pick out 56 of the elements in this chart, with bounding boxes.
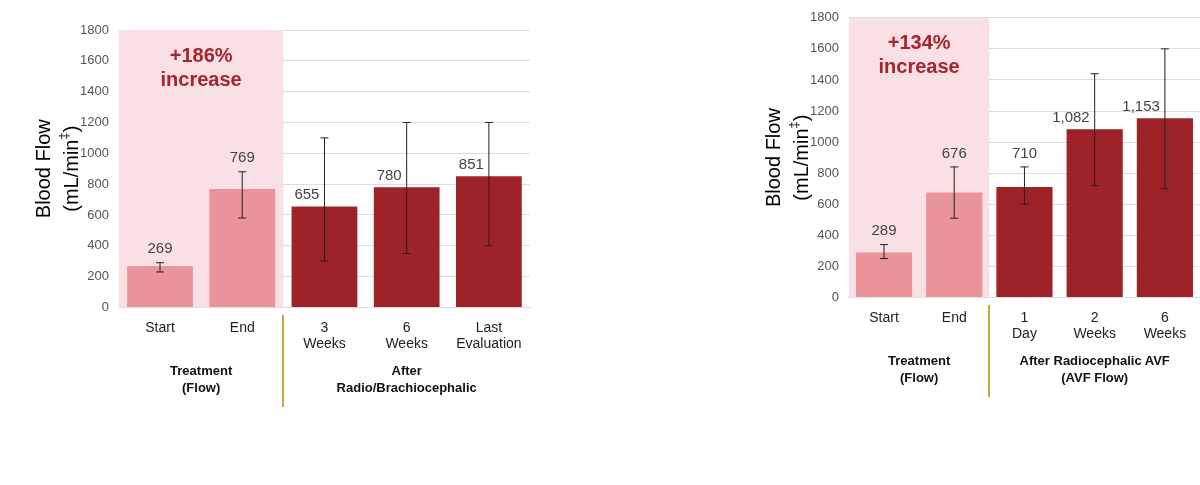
y-tick-label: 1800 <box>810 9 839 25</box>
x-tick-label: 3 Weeks <box>303 318 346 352</box>
data-label: 710 <box>1011 143 1037 161</box>
bar <box>373 187 440 307</box>
data-label: 769 <box>229 148 255 166</box>
annotation: +134% increase <box>878 31 960 78</box>
bar <box>456 176 522 307</box>
bar <box>291 206 358 307</box>
text: After Radiocephalic AVF (AVF Flow) <box>1019 353 1170 386</box>
bar <box>1136 118 1193 297</box>
bar <box>996 187 1053 297</box>
y-tick-label: 1200 <box>810 102 839 118</box>
y-tick-label: 600 <box>87 206 109 222</box>
data-label: 780 <box>376 165 402 183</box>
y-tick-label: 1400 <box>810 71 839 87</box>
data-label: 676 <box>941 143 967 161</box>
x-tick-label: 1 Day <box>1012 308 1037 342</box>
x-tick-label: End <box>941 308 967 325</box>
data-label: 1,153 <box>1122 96 1160 114</box>
x-tick-label: Last Evaluation <box>456 318 522 352</box>
x-tick-label: 2 Weeks <box>1073 308 1116 342</box>
y-tick-label: 1600 <box>810 40 839 56</box>
y-tick-label: 0 <box>831 288 839 304</box>
x-tick-label: End <box>229 318 255 335</box>
text: After Radio/Brachiocephalic <box>336 363 477 396</box>
x-tick-label: Start <box>145 318 175 335</box>
y-tick-label: 400 <box>87 237 109 253</box>
y-tick-label: 1200 <box>80 114 109 130</box>
y-tick-label: 400 <box>817 226 839 242</box>
data-label: 289 <box>871 221 897 239</box>
text: Treatment (Flow) <box>170 363 233 396</box>
y-tick-label: 0 <box>101 298 109 314</box>
y-tick-label: 1400 <box>80 83 109 99</box>
y-tick-label: 1000 <box>810 133 839 149</box>
bar <box>209 188 276 307</box>
data-label: 655 <box>294 185 320 203</box>
text: Treatment (Flow) <box>888 353 951 386</box>
y-tick-label: 800 <box>87 175 109 191</box>
bar <box>926 192 983 297</box>
y-tick-label: 600 <box>817 195 839 211</box>
y-tick-label: 1800 <box>80 21 109 37</box>
x-tick-label: 6 Weeks <box>385 318 428 352</box>
data-label: 269 <box>147 239 173 257</box>
annotation: +186% increase <box>160 43 242 90</box>
bar <box>855 252 913 297</box>
y-tick-label: 1000 <box>80 144 109 160</box>
x-tick-label: Start <box>869 308 899 325</box>
bar <box>1066 129 1123 297</box>
bar <box>127 265 193 307</box>
data-label: 851 <box>458 154 484 172</box>
y-tick-label: 1600 <box>80 52 109 68</box>
y-tick-label: 200 <box>87 268 109 284</box>
y-tick-label: 200 <box>817 257 839 273</box>
y-tick-label: 800 <box>817 164 839 180</box>
x-tick-label: 6 Weeks <box>1143 308 1187 342</box>
data-label: 1,082 <box>1052 107 1090 125</box>
